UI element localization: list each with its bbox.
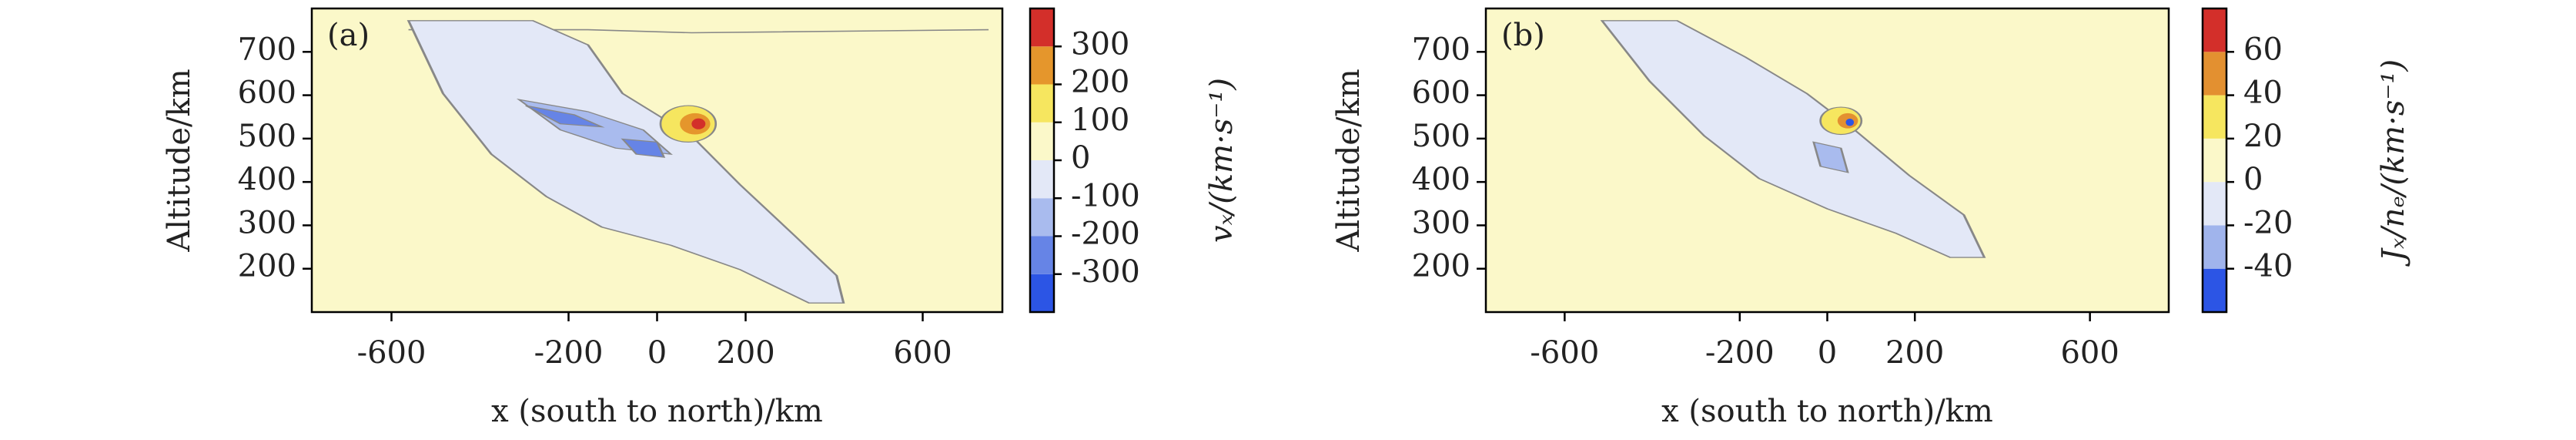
colorbar-tick-label: 200: [1071, 65, 1129, 100]
x-tick-label: -200: [1705, 335, 1775, 371]
colorbar-band: [2203, 182, 2226, 226]
contour-region: [1845, 119, 1855, 126]
colorbar-tick-label: 300: [1071, 26, 1129, 62]
colorbar-frame: [2201, 7, 2228, 314]
colorbar-tick-label: 60: [2243, 32, 2283, 67]
x-tick-label: -200: [534, 335, 604, 371]
colorbar-band: [1030, 46, 1054, 85]
colorbar-band: [2203, 52, 2226, 96]
colorbar-tick-label: -300: [1071, 254, 1140, 290]
contour-region: [1812, 141, 1849, 173]
colorbar-tick-label: -100: [1071, 178, 1140, 213]
colorbar-tick-label: -20: [2243, 205, 2293, 240]
colorbar-tick-label: 0: [2243, 162, 2263, 197]
colorbar-band: [1030, 236, 1054, 274]
panel-label: (a): [327, 18, 370, 53]
y-tick-label: 300: [1412, 205, 1470, 240]
y-tick-label: 200: [1412, 249, 1470, 284]
y-tick-label: 500: [238, 119, 296, 154]
colorbar-tick-label: 0: [1071, 140, 1090, 176]
contour-region: [406, 20, 845, 304]
colorbar-band: [1030, 122, 1054, 160]
y-tick-label: 200: [238, 249, 296, 284]
x-axis-label: x (south to north)/km: [1661, 394, 1993, 429]
panel-label: (b): [1501, 18, 1545, 53]
colorbar-band: [1030, 8, 1054, 47]
colorbar-band: [1030, 160, 1054, 199]
y-tick-label: 300: [238, 205, 296, 240]
y-tick-label: 500: [1412, 119, 1470, 154]
colorbar-tick-label: 20: [2243, 119, 2283, 154]
colorbar-label: vₓ/(km·s⁻¹): [1204, 78, 1239, 243]
x-axis-label: x (south to north)/km: [491, 394, 823, 429]
x-tick-label: -600: [357, 335, 427, 371]
colorbar-tick-label: -200: [1071, 217, 1140, 252]
y-tick-label: 400: [1412, 162, 1470, 197]
x-tick-label: 200: [716, 335, 774, 371]
colorbar-band: [1030, 274, 1054, 312]
colorbar-band: [2203, 268, 2226, 312]
colorbar-band: [1030, 198, 1054, 237]
contour-region: [1600, 20, 1986, 258]
colorbar-label: Jₓ/nₑ/(km·s⁻¹): [2376, 59, 2411, 267]
y-tick-label: 600: [238, 76, 296, 111]
y-tick-label: 600: [1412, 76, 1470, 111]
colorbar-band: [2203, 138, 2226, 183]
y-tick-label: 700: [238, 32, 296, 67]
x-tick-label: 0: [647, 335, 667, 371]
colorbar-band: [2203, 95, 2226, 139]
colorbar-band: [2203, 225, 2226, 269]
x-tick-label: 0: [1818, 335, 1837, 371]
x-tick-label: -600: [1530, 335, 1599, 371]
contour-region: [691, 118, 706, 129]
colorbar-tick-label: -40: [2243, 249, 2293, 284]
colorbar-tick-label: 40: [2243, 76, 2283, 111]
x-tick-label: 200: [1885, 335, 1944, 371]
colorbar-tick-label: 100: [1071, 102, 1129, 138]
y-axis-label: Altitude/km: [1331, 69, 1367, 252]
colorbar-band: [1030, 84, 1054, 123]
y-tick-label: 700: [1412, 32, 1470, 67]
contour-region: [525, 105, 605, 128]
x-tick-label: 600: [2060, 335, 2119, 371]
x-tick-label: 600: [893, 335, 952, 371]
field-b: [1486, 8, 2169, 312]
colorbar-band: [2203, 8, 2226, 52]
y-tick-label: 400: [238, 162, 296, 197]
contour-region: [621, 138, 666, 158]
y-axis-label: Altitude/km: [162, 69, 197, 252]
field-a: [312, 8, 1002, 312]
